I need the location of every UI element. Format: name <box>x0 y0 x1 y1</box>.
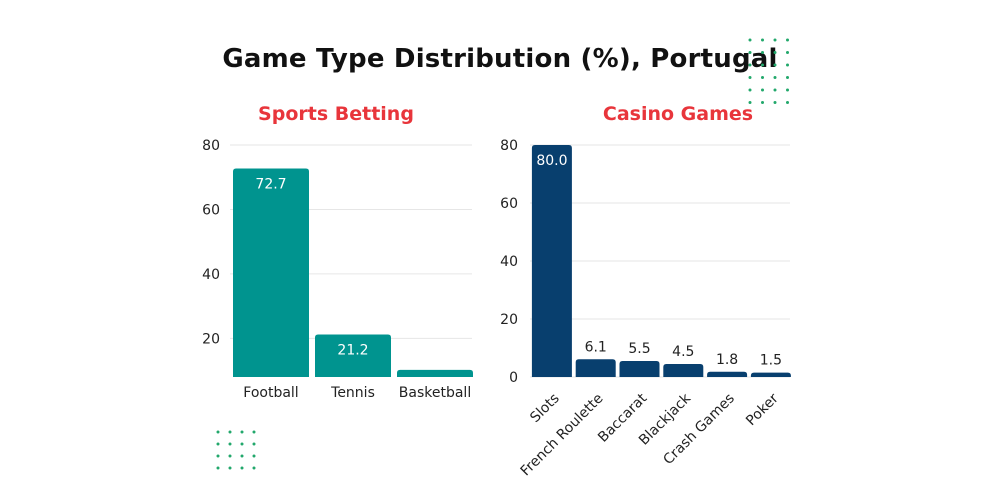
casino-bar <box>663 363 704 377</box>
decor-dot <box>228 430 232 434</box>
decor-dot <box>748 76 752 79</box>
casino-y-tick-label: 20 <box>500 312 518 328</box>
casino-bar <box>750 372 791 377</box>
decor-dot <box>216 442 220 446</box>
sports-y-tick-label: 60 <box>202 202 220 218</box>
decor-dot <box>773 51 777 54</box>
casino-bar <box>575 359 616 377</box>
casino-value-label: 4.5 <box>672 344 694 360</box>
sports-category-label: Football <box>243 385 298 401</box>
decor-dot <box>786 101 789 104</box>
decor-dot <box>216 454 220 458</box>
sports-bar <box>315 334 391 377</box>
decor-dot <box>786 76 789 79</box>
sports-bar <box>397 369 473 377</box>
casino-bar <box>531 145 572 377</box>
casino-chart-title: Casino Games <box>603 103 753 125</box>
decor-dot <box>252 454 256 458</box>
decor-dot <box>761 38 764 42</box>
decor-dot <box>228 454 232 458</box>
decor-dot <box>786 63 789 67</box>
decor-dot <box>252 466 256 470</box>
decor-dot <box>748 101 752 104</box>
casino-value-label: 1.8 <box>716 352 738 368</box>
sports-chart-title: Sports Betting <box>258 103 414 125</box>
casino-value-label: 80.0 <box>536 153 567 169</box>
decor-dot <box>240 442 244 446</box>
casino-value-label: 6.1 <box>585 339 607 355</box>
decor-dot <box>748 88 752 92</box>
decor-dot <box>773 88 777 92</box>
decor-dot <box>252 442 256 446</box>
decor-dot <box>216 430 220 434</box>
casino-category-label: Slots <box>527 391 562 426</box>
chart-title: Game Type Distribution (%), Portugal <box>222 44 778 74</box>
decor-dot <box>773 101 777 104</box>
decor-dot <box>786 51 789 54</box>
decor-dot <box>748 38 752 42</box>
casino-value-label: 1.5 <box>760 353 782 369</box>
decor-dot <box>786 38 789 42</box>
casino-games-chart: Casino Games 0 20 40 60 80 80.0 Slots 6.1 French … <box>500 103 791 479</box>
decor-dot <box>773 76 777 79</box>
decor-dot <box>748 63 752 67</box>
decor-dot <box>228 466 232 470</box>
decor-dot <box>748 51 752 54</box>
decor-dot <box>761 51 764 54</box>
sports-bar <box>233 168 309 377</box>
sports-y-tick-label: 40 <box>202 267 220 283</box>
sports-betting-chart: Sports Betting 20 40 60 80 72.7 Football 21.2 Te… <box>202 103 473 401</box>
sports-category-label: Tennis <box>330 385 375 401</box>
casino-y-tick-label: 0 <box>509 370 518 386</box>
casino-value-label: 5.5 <box>628 341 650 357</box>
casino-category-label: Poker <box>743 390 782 429</box>
decor-dot <box>773 63 777 67</box>
decor-dot <box>216 466 220 470</box>
casino-y-tick-label: 60 <box>500 196 518 212</box>
decor-dot <box>252 430 256 434</box>
sports-category-label: Basketball <box>399 385 471 401</box>
casino-y-tick-label: 80 <box>500 138 518 154</box>
sports-y-tick-label: 20 <box>202 331 220 347</box>
decorative-dots <box>216 38 789 470</box>
decor-dot <box>240 430 244 434</box>
casino-category-label: French Roulette <box>518 391 607 480</box>
casino-y-tick-label: 40 <box>500 254 518 270</box>
decor-dot <box>761 63 764 67</box>
decor-dot <box>786 88 789 92</box>
decor-dot <box>240 466 244 470</box>
casino-bar <box>707 371 748 377</box>
decor-dot <box>228 442 232 446</box>
decor-dot <box>761 101 764 104</box>
decor-dot <box>761 76 764 79</box>
sports-value-label: 21.2 <box>337 342 368 358</box>
decor-dot <box>773 38 777 42</box>
decor-dot <box>240 454 244 458</box>
sports-y-tick-label: 80 <box>202 138 220 154</box>
sports-value-label: 10.2 <box>419 378 450 394</box>
decor-dot <box>761 88 764 92</box>
sports-value-label: 72.7 <box>255 177 286 193</box>
casino-bar <box>619 361 660 377</box>
